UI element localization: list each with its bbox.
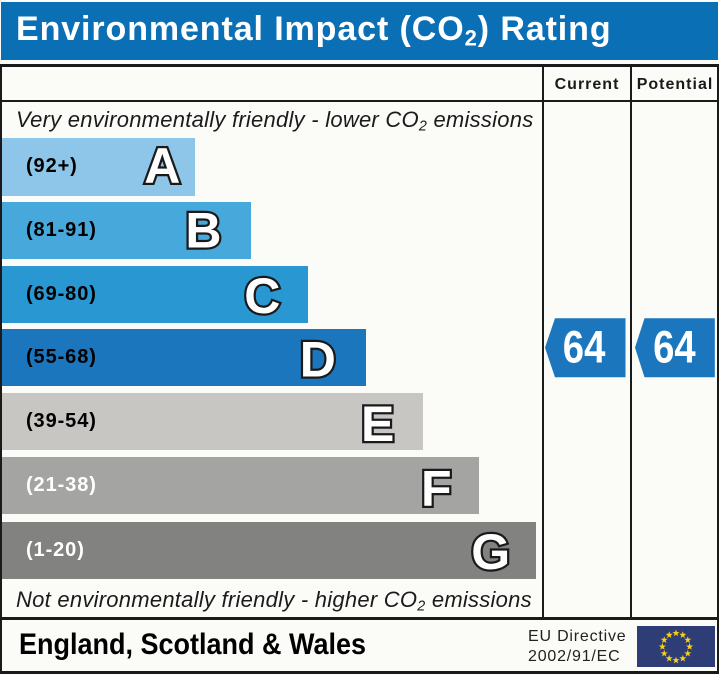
svg-text:G: G [471, 524, 510, 580]
svg-text:D: D [300, 331, 336, 387]
svg-text:A: A [144, 138, 180, 194]
svg-text:C: C [244, 268, 280, 324]
svg-text:B: B [185, 203, 221, 259]
svg-text:F: F [421, 460, 452, 516]
svg-text:64: 64 [563, 321, 606, 372]
svg-text:E: E [361, 396, 394, 452]
svg-text:64: 64 [653, 321, 696, 372]
